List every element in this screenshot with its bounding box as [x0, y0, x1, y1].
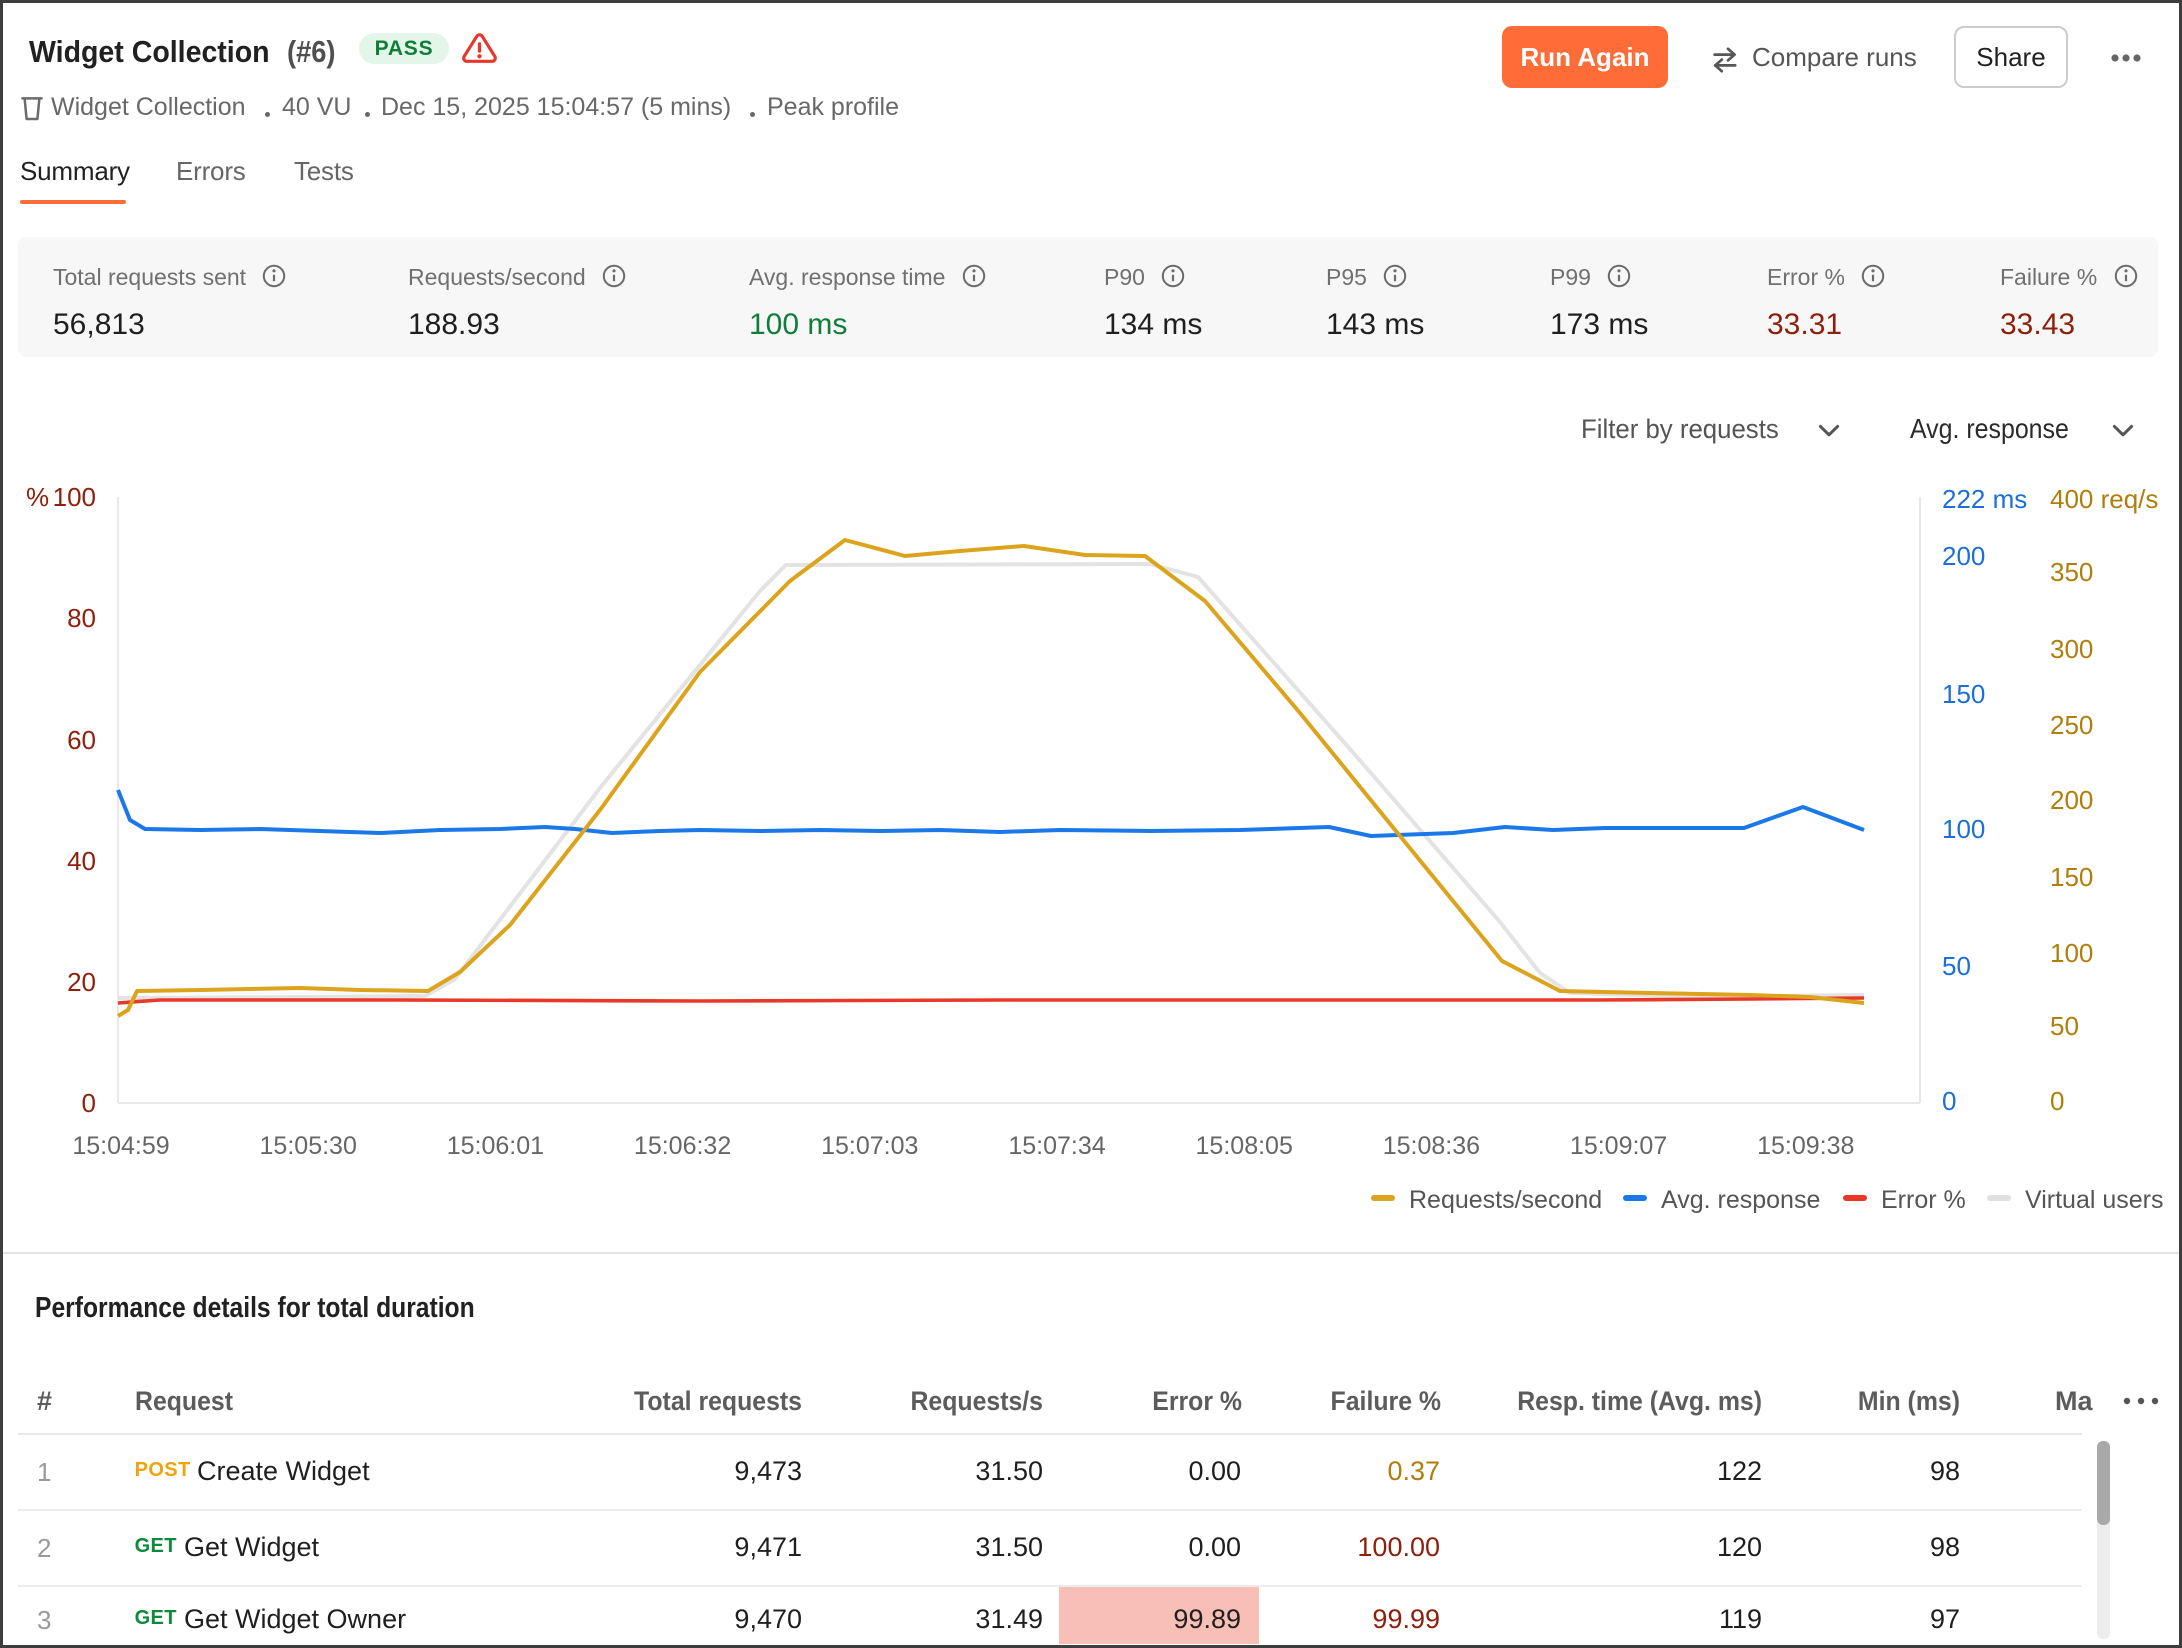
svg-text:15:04:59: 15:04:59	[72, 1132, 169, 1160]
svg-text:150: 150	[1942, 679, 1985, 709]
svg-text:300: 300	[2050, 634, 2093, 664]
svg-text:15:08:36: 15:08:36	[1383, 1132, 1480, 1160]
svg-text:15:08:05: 15:08:05	[1196, 1132, 1293, 1160]
svg-text:15:07:34: 15:07:34	[1008, 1132, 1105, 1160]
svg-text:60: 60	[67, 725, 96, 755]
svg-text:250: 250	[2050, 710, 2093, 740]
svg-text:150: 150	[2050, 862, 2093, 892]
svg-text:200: 200	[1942, 541, 1985, 571]
svg-text:50: 50	[2050, 1011, 2079, 1041]
svg-text:0: 0	[2050, 1086, 2064, 1116]
svg-text:100: 100	[1942, 814, 1985, 844]
svg-text:50: 50	[1942, 951, 1971, 981]
svg-text:20: 20	[67, 967, 96, 997]
svg-text:100: 100	[2050, 938, 2093, 968]
svg-text:15:07:03: 15:07:03	[821, 1132, 918, 1160]
svg-text:15:06:32: 15:06:32	[634, 1132, 731, 1160]
svg-text:0: 0	[82, 1088, 96, 1118]
svg-text:350: 350	[2050, 557, 2093, 587]
svg-text:15:09:38: 15:09:38	[1757, 1132, 1854, 1160]
svg-text:40: 40	[67, 846, 96, 876]
svg-text:200: 200	[2050, 785, 2093, 815]
svg-text:15:05:30: 15:05:30	[260, 1132, 357, 1160]
svg-text:0: 0	[1942, 1086, 1956, 1116]
svg-text:100: 100	[53, 482, 96, 512]
svg-text:222 ms: 222 ms	[1942, 484, 2027, 514]
svg-text:%: %	[26, 482, 49, 512]
svg-text:400 req/s: 400 req/s	[2050, 484, 2158, 514]
svg-text:15:09:07: 15:09:07	[1570, 1132, 1667, 1160]
svg-text:80: 80	[67, 603, 96, 633]
svg-text:15:06:01: 15:06:01	[447, 1132, 544, 1160]
